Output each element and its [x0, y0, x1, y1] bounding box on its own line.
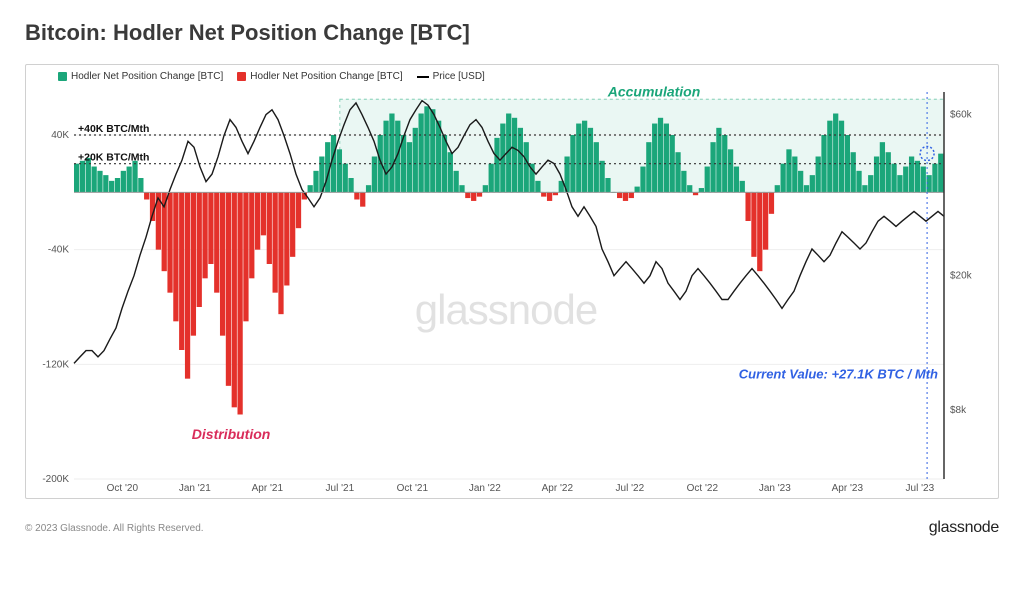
plot-area: -200K -120K -40K 40K $8k $20k $60k +40K BTC/Mth… — [34, 84, 978, 494]
legend-pos-label: Hodler Net Position Change [BTC] — [71, 71, 223, 82]
svg-text:-40K: -40K — [48, 245, 69, 256]
svg-text:Jul '23: Jul '23 — [906, 483, 935, 494]
svg-text:Oct '20: Oct '20 — [107, 483, 139, 494]
svg-text:+20K BTC/Mth: +20K BTC/Mth — [78, 152, 149, 164]
svg-text:-120K: -120K — [42, 359, 69, 370]
copyright: © 2023 Glassnode. All Rights Reserved. — [25, 523, 204, 534]
legend-pos: Hodler Net Position Change [BTC] — [58, 71, 223, 82]
svg-text:40K: 40K — [51, 130, 69, 141]
swatch-red — [237, 72, 246, 81]
chart-frame: Hodler Net Position Change [BTC] Hodler … — [25, 64, 999, 499]
svg-text:Apr '22: Apr '22 — [542, 483, 574, 494]
legend: Hodler Net Position Change [BTC] Hodler … — [34, 71, 990, 82]
legend-price: Price [USD] — [417, 71, 485, 82]
svg-text:Apr '21: Apr '21 — [252, 483, 284, 494]
svg-text:Jul '21: Jul '21 — [326, 483, 355, 494]
svg-text:Jan '21: Jan '21 — [179, 483, 211, 494]
svg-text:Oct '22: Oct '22 — [687, 483, 719, 494]
svg-text:Jul '22: Jul '22 — [616, 483, 645, 494]
svg-text:-200K: -200K — [42, 474, 69, 485]
svg-text:Distribution: Distribution — [192, 426, 271, 442]
swatch-green — [58, 72, 67, 81]
swatch-line — [417, 76, 429, 78]
svg-text:Jan '23: Jan '23 — [759, 483, 791, 494]
svg-text:$60k: $60k — [950, 110, 973, 121]
svg-text:$20k: $20k — [950, 271, 973, 282]
svg-text:Oct '21: Oct '21 — [397, 483, 429, 494]
svg-text:Current Value: +27.1K BTC / Mt: Current Value: +27.1K BTC / Mth — [739, 367, 938, 382]
svg-text:$8k: $8k — [950, 405, 967, 416]
legend-neg-label: Hodler Net Position Change [BTC] — [250, 71, 402, 82]
chart-title: Bitcoin: Hodler Net Position Change [BTC… — [25, 20, 999, 46]
svg-text:Apr '23: Apr '23 — [832, 483, 864, 494]
footer: © 2023 Glassnode. All Rights Reserved. g… — [0, 509, 1024, 537]
legend-price-label: Price [USD] — [433, 71, 485, 82]
svg-text:Accumulation: Accumulation — [607, 84, 701, 99]
svg-text:+40K BTC/Mth: +40K BTC/Mth — [78, 123, 149, 135]
chart-svg: -200K -120K -40K 40K $8k $20k $60k +40K BTC/Mth… — [34, 84, 978, 494]
svg-text:Jan '22: Jan '22 — [469, 483, 501, 494]
brand-logo: glassnode — [929, 519, 999, 537]
legend-neg: Hodler Net Position Change [BTC] — [237, 71, 402, 82]
